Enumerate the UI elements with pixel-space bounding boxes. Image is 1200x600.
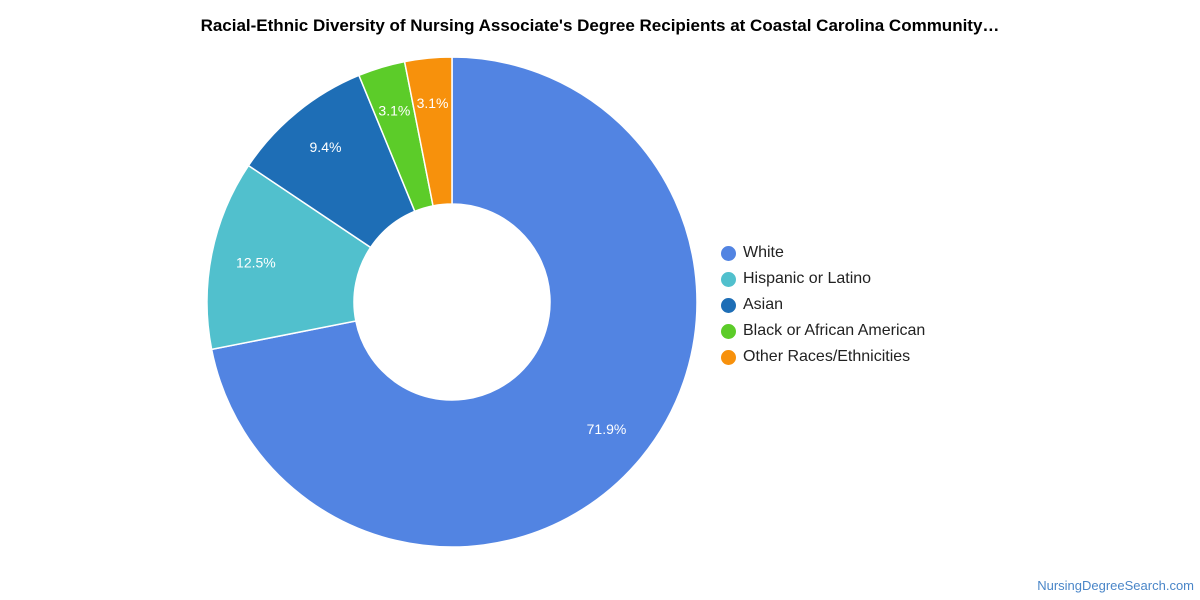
slice-label-white: 71.9% (587, 421, 627, 437)
slice-hispanic-or-latino[interactable] (206, 164, 372, 351)
legend-label: White (743, 244, 784, 261)
legend-item-black-or-african-american[interactable]: Black or African American (721, 318, 925, 344)
donut-slices (206, 56, 698, 548)
slice-label-other-races-ethnicities: 3.1% (417, 95, 449, 111)
legend-swatch (721, 271, 736, 287)
slice-labels: 71.9% 12.5% 9.4% 3.1% 3.1% (236, 95, 626, 437)
legend-label: Black or African American (743, 322, 926, 339)
slice-label-black-or-african-american: 3.1% (378, 102, 410, 118)
legend-swatch (721, 297, 736, 313)
legend-swatch (721, 245, 736, 261)
legend: White Hispanic or Latino Asian Black or … (721, 240, 925, 370)
legend-label: Asian (743, 296, 784, 313)
source-link[interactable]: NursingDegreeSearch.com (1037, 578, 1194, 593)
legend-item-hispanic-or-latino[interactable]: Hispanic or Latino (721, 266, 925, 292)
slice-other-races-ethnicities[interactable] (403, 56, 453, 207)
legend-swatch (721, 323, 736, 339)
slice-white[interactable] (210, 56, 698, 548)
legend-item-other-races-ethnicities[interactable]: Other Races/Ethnicities (721, 344, 925, 370)
legend-item-asian[interactable]: Asian (721, 292, 925, 318)
legend-label: Other Races/Ethnicities (743, 348, 911, 365)
legend-label: Hispanic or Latino (743, 270, 872, 287)
chart-title: Racial-Ethnic Diversity of Nursing Assoc… (200, 16, 1000, 35)
slice-label-asian: 9.4% (310, 139, 342, 155)
legend-swatch (721, 349, 736, 365)
slice-label-hispanic-or-latino: 12.5% (236, 255, 276, 271)
legend-item-white[interactable]: White (721, 240, 925, 266)
